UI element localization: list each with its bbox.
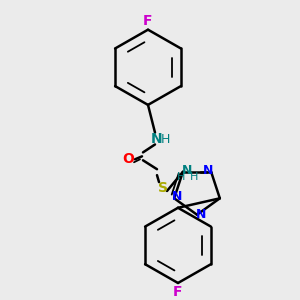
Text: O: O <box>122 152 134 166</box>
Text: N: N <box>172 190 182 203</box>
Text: H: H <box>177 172 185 182</box>
Text: H: H <box>160 133 170 146</box>
Text: N: N <box>182 164 192 177</box>
Text: F: F <box>143 14 153 28</box>
Text: N: N <box>203 164 213 177</box>
Text: S: S <box>158 181 168 195</box>
Text: F: F <box>173 285 183 299</box>
Text: H: H <box>190 172 198 182</box>
Text: N: N <box>151 131 163 146</box>
Text: N: N <box>196 208 206 221</box>
